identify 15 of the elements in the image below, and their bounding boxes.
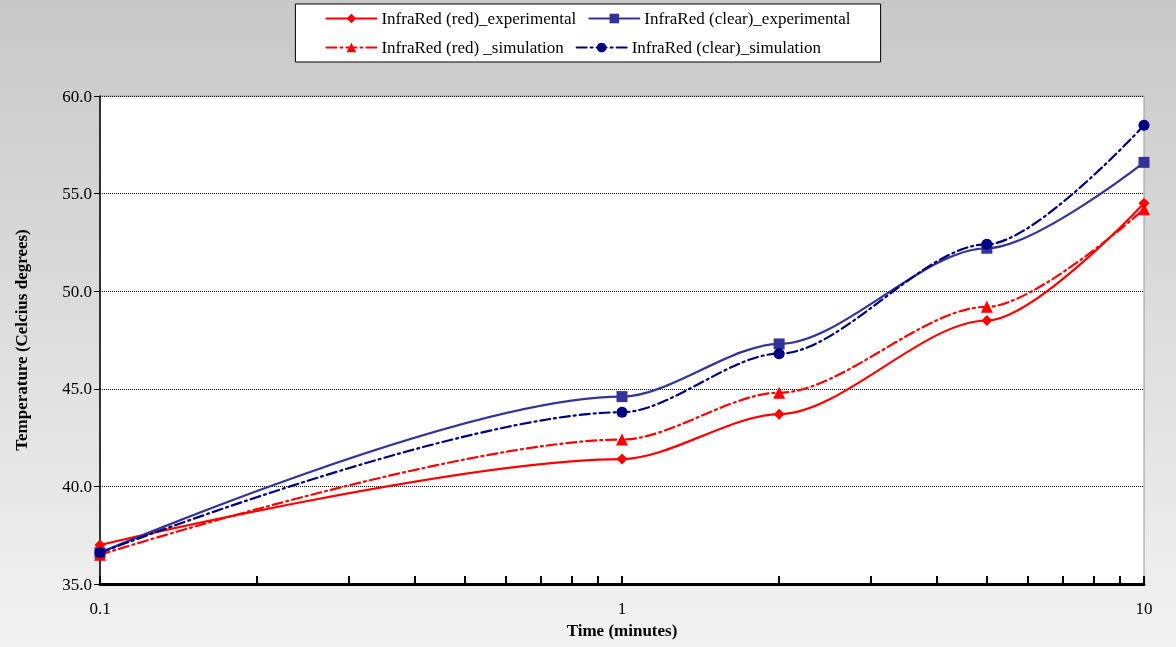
x-tick-label: 0.1 xyxy=(89,599,111,618)
y-tick-label: 55.0 xyxy=(62,184,92,204)
y-tick-label: 45.0 xyxy=(62,379,92,399)
y-tick-label: 35.0 xyxy=(62,574,92,594)
y-tick-label: 50.0 xyxy=(62,281,92,301)
y-tick-label: 40.0 xyxy=(62,476,92,496)
y-tick-label: 60.0 xyxy=(62,86,92,106)
x-axis-title: Time (minutes) xyxy=(566,621,678,640)
legend-label: InfraRed (red)_experimental xyxy=(381,9,577,28)
legend-label: InfraRed (red) _simulation xyxy=(381,38,565,57)
x-tick-label: 1 xyxy=(617,599,627,618)
y-axis-title: Temperature (Celcius degrees) xyxy=(12,229,31,451)
x-tick-label: 10 xyxy=(1135,599,1153,618)
legend-label: InfraRed (clear)_simulation xyxy=(631,38,822,57)
legend-label: InfraRed (clear)_experimental xyxy=(644,9,851,28)
